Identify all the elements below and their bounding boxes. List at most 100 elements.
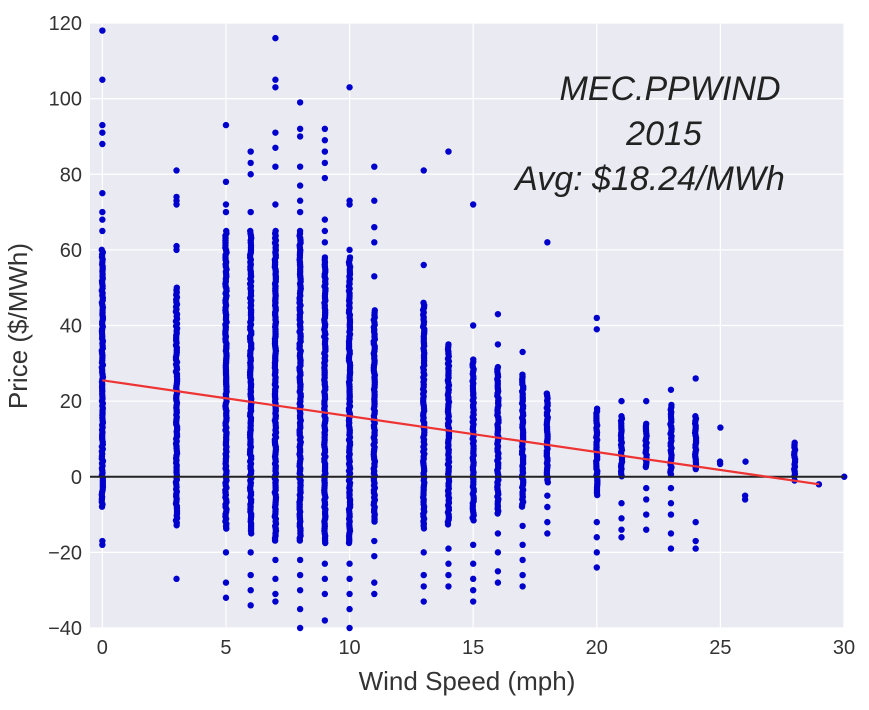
data-point [519,541,526,549]
data-point [494,510,501,517]
data-point [544,239,551,246]
data-point [272,76,279,83]
data-point [618,515,625,522]
data-point [296,125,304,133]
data-point [643,526,650,533]
data-point [296,624,304,632]
data-point [716,460,724,468]
data-point [494,530,502,537]
data-point [519,583,526,590]
data-point [420,571,427,579]
data-point [99,227,106,235]
data-point [99,541,106,549]
data-point [643,397,650,405]
data-point [222,178,230,186]
y-tick-label: 80 [60,164,82,186]
data-point [321,617,329,624]
data-point [296,586,304,594]
data-point [247,148,254,155]
data-point [692,545,699,552]
data-point [371,537,378,545]
data-point [494,341,502,348]
data-point [321,239,329,246]
y-tick-label: 0 [71,467,82,489]
data-point [173,522,180,529]
data-point [420,583,427,590]
annotation-average: Avg: $18.24/MWh [513,160,785,198]
data-point [544,492,551,499]
data-point [544,503,551,511]
data-point [345,539,353,547]
x-tick-labels: 0 5 10 15 20 25 30 [97,637,855,659]
data-point [272,129,279,136]
data-point [296,537,304,544]
data-point [247,586,254,594]
data-point [841,473,848,480]
annotation-series-name: MEC.PPWIND [560,70,781,108]
data-point [518,503,526,510]
data-point [272,201,279,208]
data-point [247,571,254,579]
data-point [296,556,304,564]
data-point [420,598,427,605]
data-point [445,560,452,567]
data-point [321,590,329,598]
data-point [222,549,230,556]
x-tick-label: 15 [462,637,484,659]
data-point [519,556,526,564]
data-point [222,594,230,601]
data-point [222,121,230,129]
data-point [593,326,600,333]
data-point [593,564,600,571]
y-tick-label: −20 [48,542,82,564]
data-point [98,503,106,510]
data-point [371,239,378,246]
data-point [321,560,329,567]
data-point [469,586,477,594]
data-point [99,208,106,216]
data-point [692,518,699,526]
data-point [469,201,477,208]
data-point [99,121,106,129]
data-point [420,261,427,269]
data-point [445,148,452,155]
data-point [593,491,601,499]
data-point [445,545,452,552]
data-point [296,133,304,140]
data-point [173,167,180,174]
data-point [544,479,552,486]
data-point [519,348,526,356]
data-point [322,539,329,547]
data-point [321,148,329,155]
data-point [173,575,180,583]
data-point [544,530,551,537]
x-tick-label: 20 [586,637,608,659]
data-point [99,76,106,83]
data-point [99,27,106,34]
data-point [272,34,279,42]
data-point [173,242,180,250]
data-point [296,182,304,189]
data-point [99,216,106,223]
y-tick-label: −40 [48,618,82,640]
data-point [469,598,477,605]
data-point [420,549,427,556]
y-tick-label: 60 [60,240,82,262]
data-point [296,208,304,216]
data-point [321,174,329,182]
y-tick-labels: −40 −20 0 20 40 60 80 100 120 [48,13,82,640]
data-point [593,314,600,322]
data-point [667,500,675,507]
data-point [321,137,329,144]
data-point [371,197,378,204]
data-point [321,227,329,235]
data-point [593,549,600,556]
data-point [445,583,452,590]
data-point [420,525,428,532]
data-point [346,197,353,204]
data-point [494,310,502,318]
trend-line [102,379,820,486]
data-point [618,500,625,507]
data-point [371,163,378,170]
data-point [618,534,625,541]
